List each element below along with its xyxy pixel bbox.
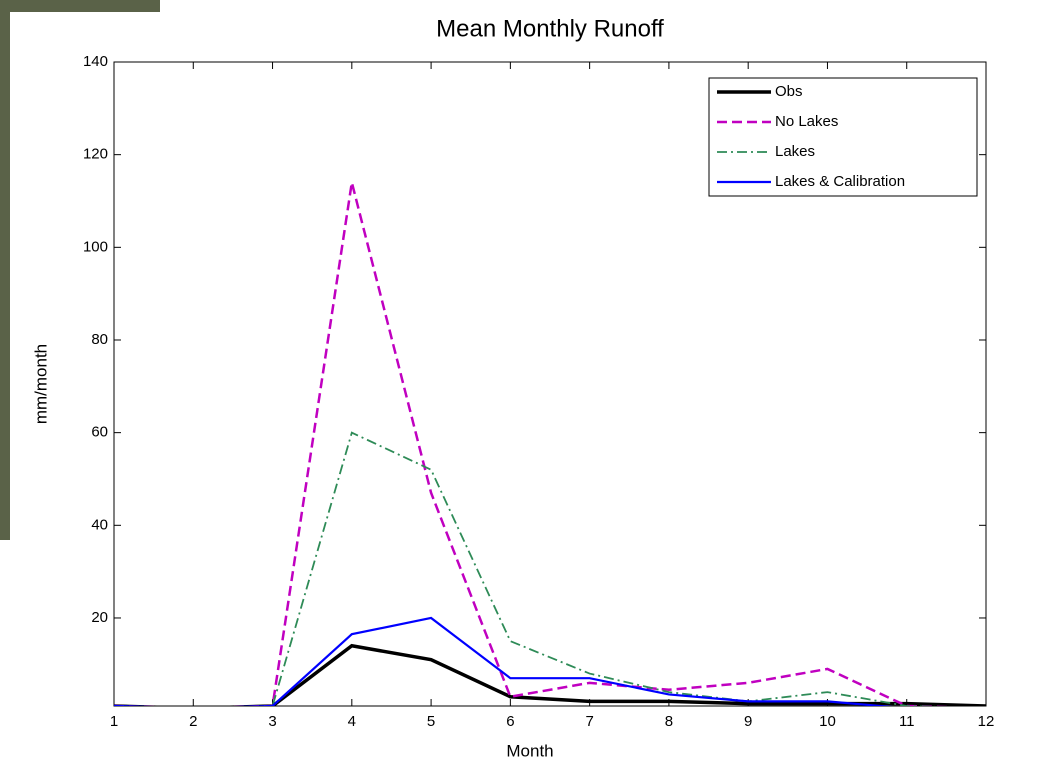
x-tick-label: 7 [585, 713, 593, 730]
legend-label: Obs [775, 83, 803, 100]
x-axis-label: Month [506, 741, 553, 760]
y-tick-label: 100 [83, 238, 108, 255]
y-tick-label: 140 [83, 53, 108, 70]
y-tick-label: 120 [83, 146, 108, 163]
x-tick-label: 5 [427, 713, 435, 730]
y-tick-label: 60 [91, 424, 108, 441]
plot-lines [114, 182, 986, 706]
x-tick-label: 3 [268, 713, 276, 730]
x-tick-label: 1 [110, 713, 118, 730]
legend-box [708, 77, 978, 197]
y-tick-label: 40 [91, 516, 108, 533]
legend-label: Lakes & Calibration [775, 173, 905, 190]
y-tick-label: 80 [91, 331, 108, 348]
x-tick-label: 8 [665, 713, 673, 730]
x-tick-label: 2 [189, 713, 197, 730]
x-tick-label: 12 [978, 713, 995, 730]
legend-label: Lakes [775, 143, 815, 160]
series-line [114, 616, 893, 706]
series-line [114, 182, 950, 706]
x-tick-label: 11 [899, 713, 915, 730]
series-line [114, 431, 938, 706]
y-axis-label: mm/month [31, 344, 50, 424]
x-tick-label: 6 [506, 713, 514, 730]
x-tick-label: 4 [348, 713, 356, 730]
x-tick-label: 9 [744, 713, 752, 730]
y-tick-label: 20 [91, 609, 108, 626]
series-line [114, 643, 986, 706]
x-tick-label: 10 [819, 713, 836, 730]
chart-title: Mean Monthly Runoff [436, 15, 664, 42]
legend-label: No Lakes [775, 113, 838, 130]
